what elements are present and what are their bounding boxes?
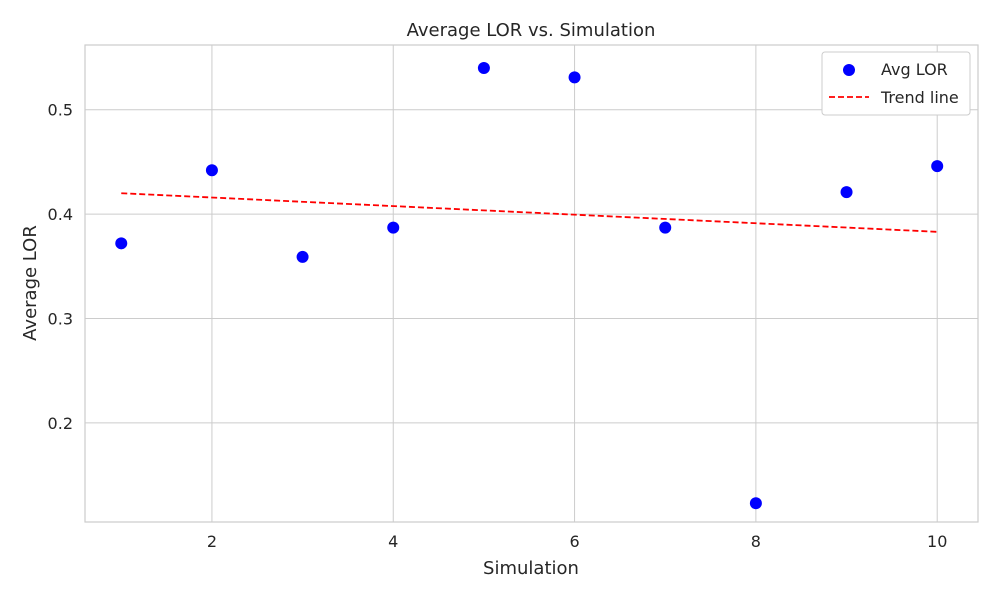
scatter-point xyxy=(296,250,309,263)
scatter-point xyxy=(840,186,853,199)
x-tick-label: 6 xyxy=(569,532,579,551)
scatter-point xyxy=(115,237,128,250)
y-axis-label: Average LOR xyxy=(20,225,41,341)
scatter-point xyxy=(387,221,400,234)
plot-area-frame xyxy=(84,44,979,523)
legend: Avg LOR Trend line xyxy=(821,51,971,116)
trend-line xyxy=(121,192,938,233)
y-tick-label: 0.3 xyxy=(48,309,73,328)
legend-box xyxy=(821,51,971,116)
chart-title: Average LOR vs. Simulation xyxy=(407,20,656,41)
scatter-point xyxy=(931,160,944,173)
legend-marker-avg-lor xyxy=(843,64,855,76)
scatter-point xyxy=(568,71,581,84)
x-axis-label: Simulation xyxy=(483,558,579,579)
x-tick-label: 2 xyxy=(207,532,217,551)
x-tick-label: 4 xyxy=(388,532,398,551)
legend-label-avg-lor: Avg LOR xyxy=(881,60,948,79)
scatter-points xyxy=(115,61,944,510)
y-tick-label: 0.4 xyxy=(48,205,73,224)
grid-lines xyxy=(85,45,978,522)
scatter-point xyxy=(205,164,218,177)
x-tick-label: 10 xyxy=(927,532,947,551)
tick-labels: 2 4 6 8 10 0.2 0.3 0.4 0.5 xyxy=(48,101,948,551)
scatter-point xyxy=(659,221,672,234)
trend-line-layer xyxy=(121,192,938,233)
scatter-point xyxy=(477,61,490,74)
y-tick-label: 0.5 xyxy=(48,101,73,120)
scatter-point xyxy=(749,497,762,510)
legend-label-trend-line: Trend line xyxy=(880,88,959,107)
y-tick-label: 0.2 xyxy=(48,414,73,433)
x-tick-label: 8 xyxy=(751,532,761,551)
